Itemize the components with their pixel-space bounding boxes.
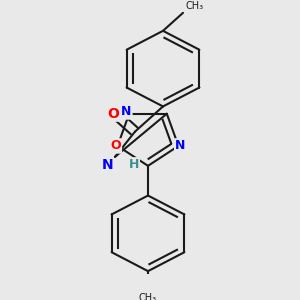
Text: O: O xyxy=(110,140,121,152)
Text: CH₃: CH₃ xyxy=(139,293,157,300)
Text: N: N xyxy=(101,158,113,172)
Text: O: O xyxy=(108,107,120,121)
Text: N: N xyxy=(175,140,186,152)
Text: N: N xyxy=(121,105,131,119)
Text: H: H xyxy=(129,158,140,171)
Text: CH₃: CH₃ xyxy=(185,1,203,11)
